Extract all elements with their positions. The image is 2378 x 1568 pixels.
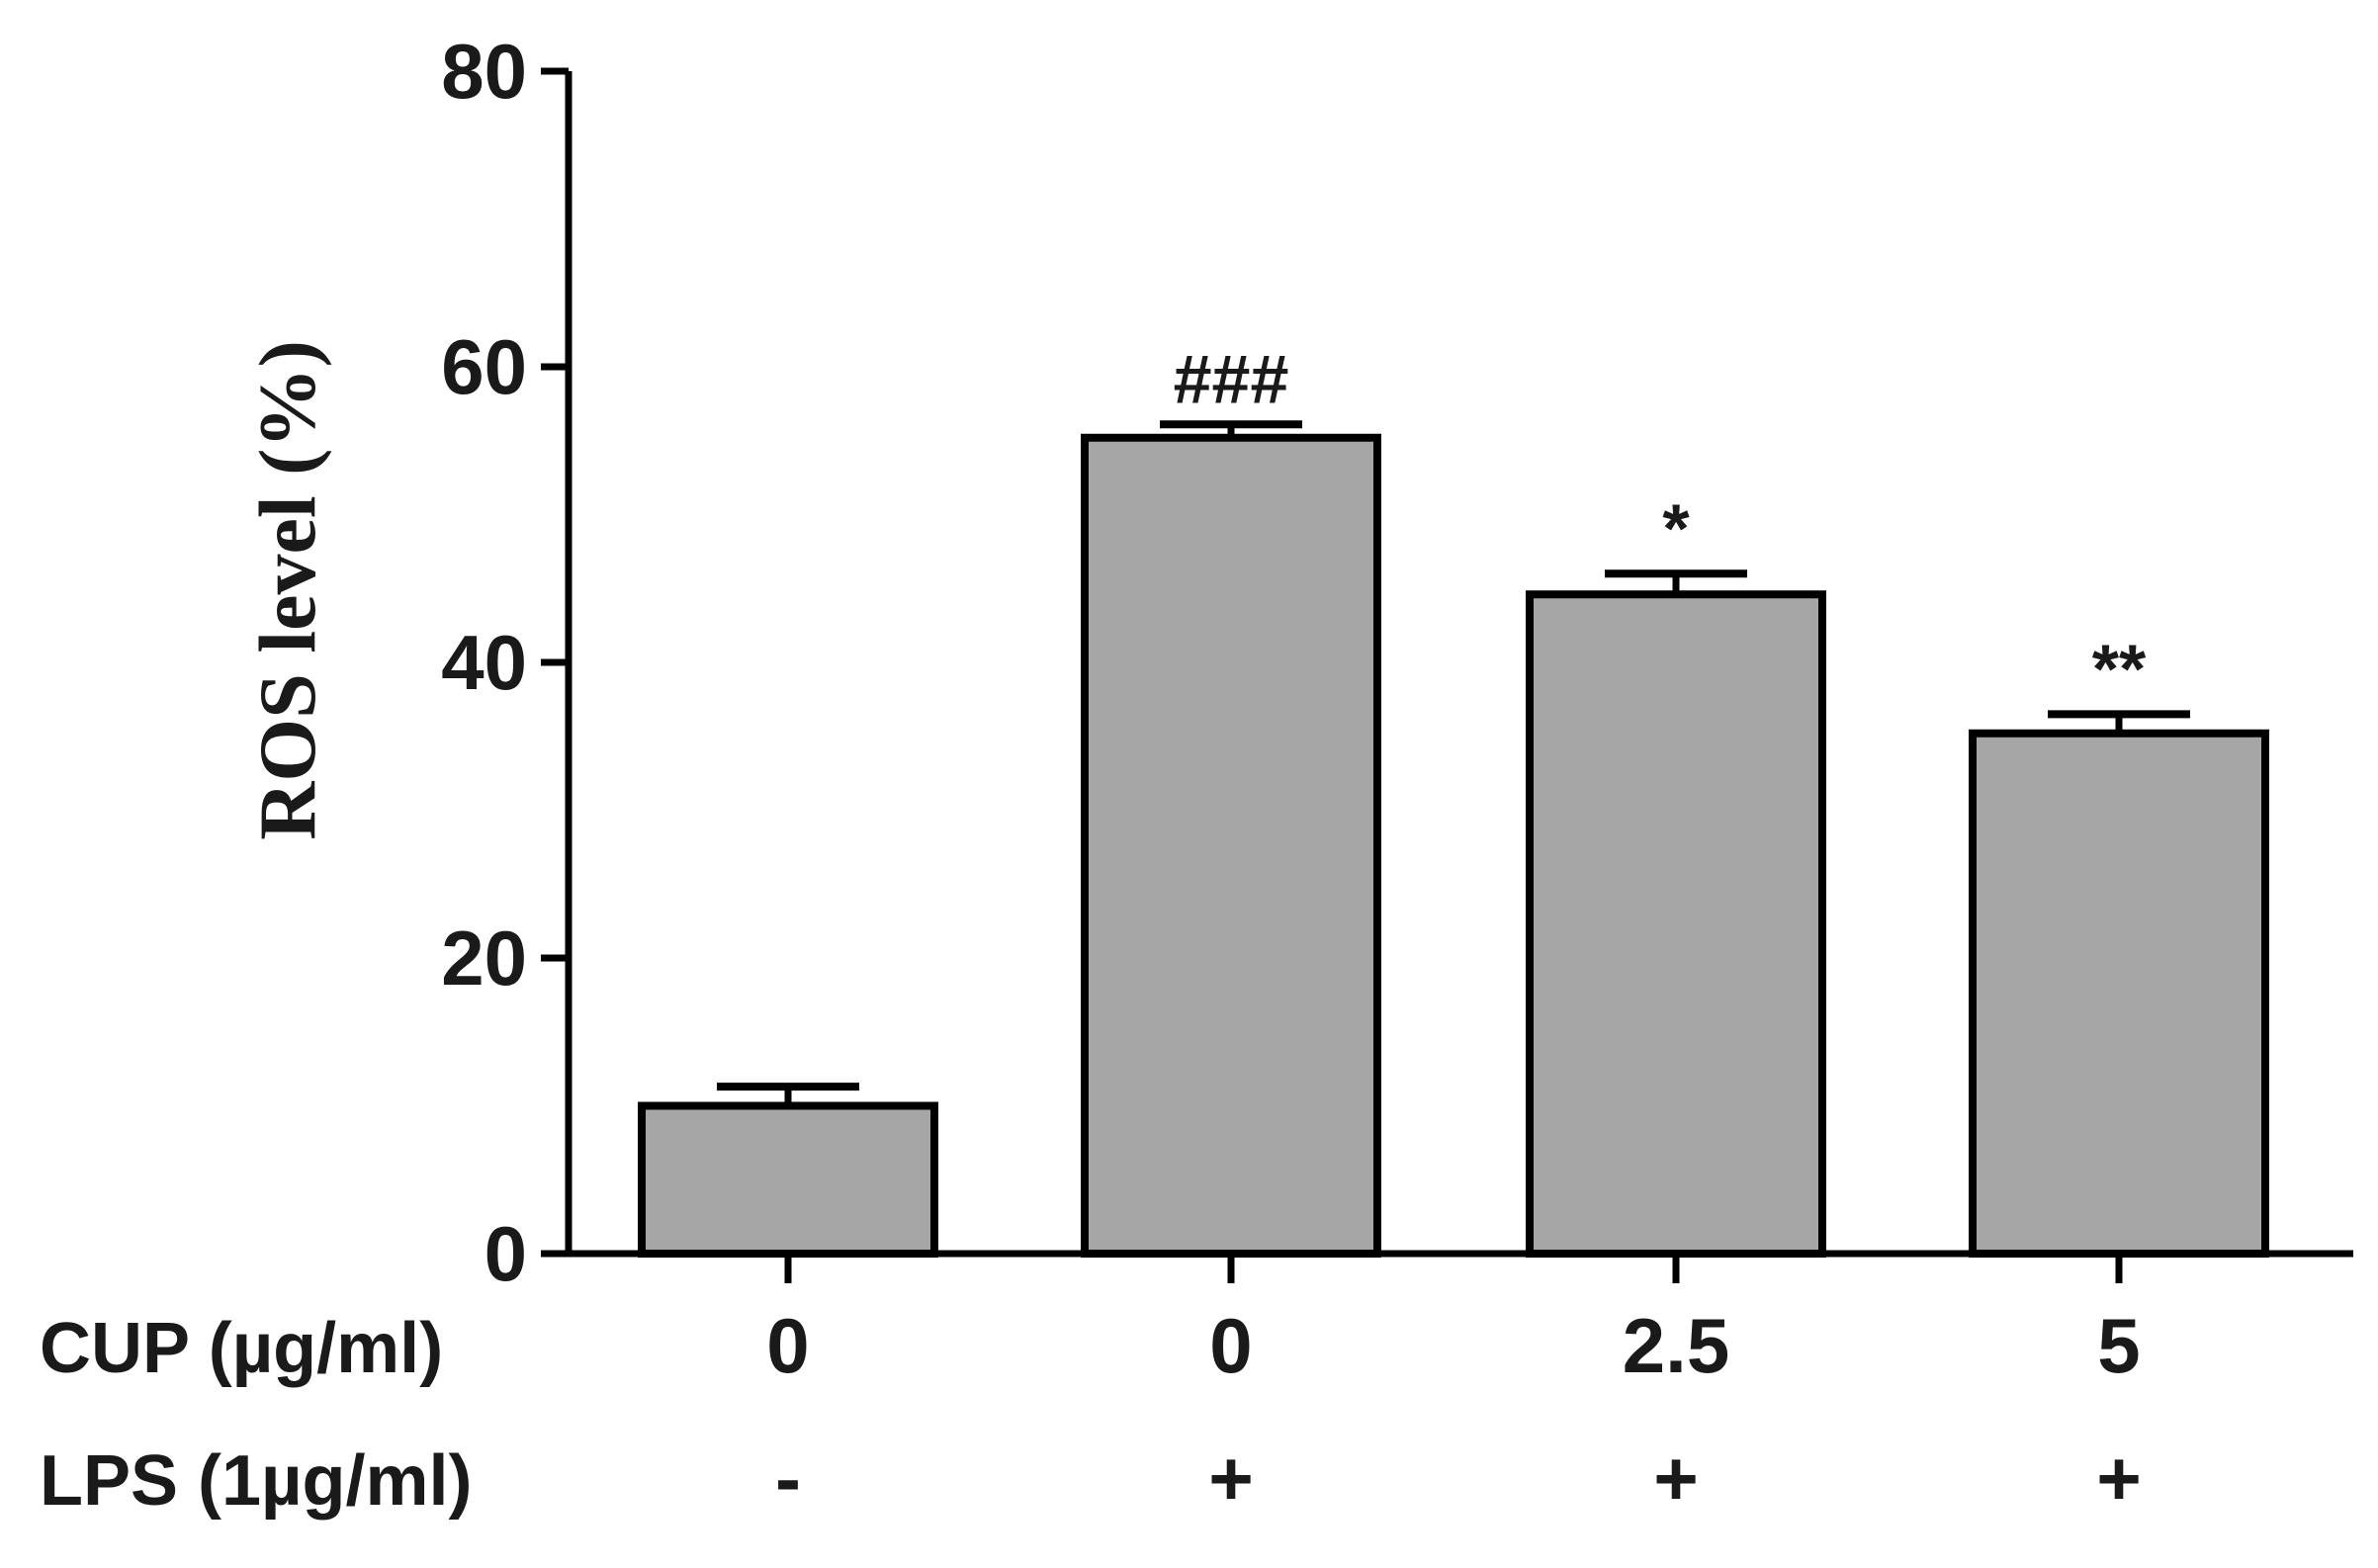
bar <box>638 1101 938 1258</box>
y-axis-label: ROS level (%) <box>242 340 332 840</box>
y-tick-label: 60 <box>441 323 527 410</box>
y-tick-label: 0 <box>484 1210 527 1297</box>
significance-label: ** <box>2092 630 2147 707</box>
condition-row-label: CUP (µg/ml) <box>40 1309 443 1388</box>
condition-value: + <box>1653 1435 1699 1522</box>
condition-value: 2.5 <box>1623 1302 1729 1389</box>
condition-row-label: LPS (1µg/ml) <box>40 1441 473 1521</box>
y-tick-label: 20 <box>441 915 527 1002</box>
bar <box>1081 433 1381 1258</box>
significance-label: ### <box>1174 340 1289 417</box>
condition-value: 0 <box>766 1302 809 1389</box>
bar <box>1526 590 1826 1258</box>
condition-value: + <box>1208 1435 1254 1522</box>
y-tick-label: 80 <box>441 28 527 115</box>
bar <box>1969 729 2269 1258</box>
y-tick-label: 40 <box>441 619 527 706</box>
significance-label: * <box>1662 489 1690 566</box>
bars-layer <box>638 420 2269 1258</box>
condition-value: + <box>2096 1435 2142 1522</box>
condition-value: 0 <box>1209 1302 1252 1389</box>
condition-value: - <box>775 1435 801 1522</box>
condition-value: 5 <box>2097 1302 2140 1389</box>
